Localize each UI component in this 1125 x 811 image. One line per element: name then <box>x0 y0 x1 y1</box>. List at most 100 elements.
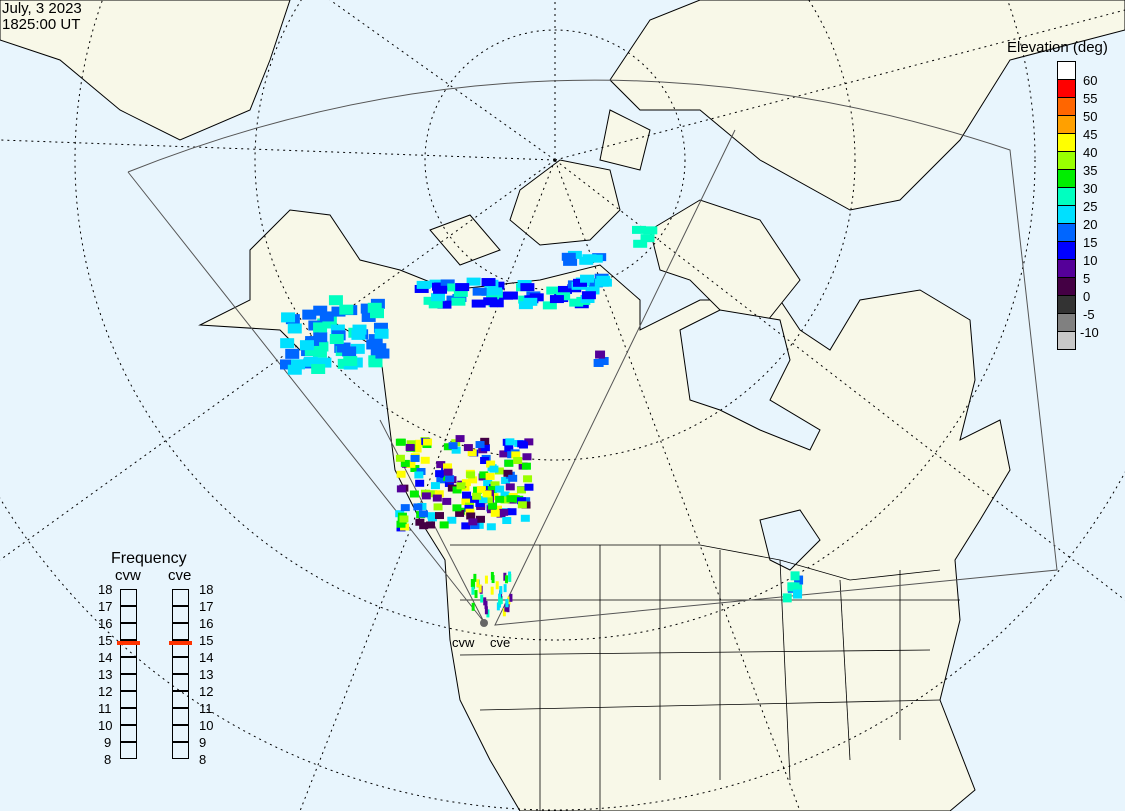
colorbar-tick-label: -10 <box>1080 325 1099 340</box>
echo-cell <box>415 439 425 447</box>
echo-cell <box>311 363 326 374</box>
echo-cell <box>484 606 488 615</box>
echo-cell <box>472 492 482 500</box>
colorbar-swatch <box>1057 97 1076 116</box>
echo-cell <box>317 357 332 368</box>
colorbar-tick-label: 15 <box>1083 235 1098 250</box>
echo-cell <box>455 283 470 292</box>
echo-cell <box>303 356 318 367</box>
frequency-cell <box>172 691 189 708</box>
frequency-tick-label: 13 <box>98 667 113 682</box>
echo-cell <box>395 454 405 462</box>
colorbar-swatch <box>1057 61 1076 80</box>
echo-cell <box>416 280 431 289</box>
echo-cell <box>472 287 487 296</box>
echo-cell <box>487 506 497 514</box>
echo-cell <box>400 459 410 467</box>
echo-cell <box>414 284 429 293</box>
echo-cell <box>342 346 357 357</box>
echo-cell <box>523 475 533 483</box>
echo-cell <box>436 461 446 469</box>
echo-cell <box>598 356 609 365</box>
colorbar-tick-label: 50 <box>1083 109 1098 124</box>
echo-cell <box>313 322 328 333</box>
echo-cell <box>504 603 508 612</box>
borders <box>450 544 960 811</box>
echo-cell <box>374 328 389 339</box>
echo-cell <box>314 341 329 352</box>
frequency-tick-label: 10 <box>98 718 113 733</box>
echo-cell <box>480 444 490 452</box>
echo-cell <box>478 584 482 593</box>
echo-cell <box>287 364 302 375</box>
frequency-tick-label: 14 <box>199 650 214 665</box>
echo-cell <box>368 355 383 366</box>
echo-cell <box>436 476 446 484</box>
echo-cell <box>435 470 445 478</box>
echo-cell <box>435 512 445 520</box>
echo-cell <box>486 523 496 531</box>
siberia <box>0 0 291 141</box>
echo-cell <box>486 609 490 618</box>
echo-cell <box>280 338 295 349</box>
echo-cell <box>343 356 358 367</box>
colorbar-swatch <box>1057 205 1076 224</box>
echo-cell <box>487 486 497 494</box>
echo-cell <box>444 479 454 487</box>
echo-cell <box>375 348 390 359</box>
echo-cell <box>368 334 383 345</box>
echo-cell <box>500 496 510 504</box>
site-label-cve: cve <box>490 635 511 650</box>
frequency-marker-cvw <box>117 641 140 646</box>
echo-cell <box>483 597 487 606</box>
echo-cell <box>488 502 498 510</box>
echo-cell <box>503 469 513 477</box>
frequency-tick-label: 13 <box>199 667 214 682</box>
colorbar-swatch <box>1057 223 1076 242</box>
echo-cell <box>455 435 465 443</box>
echo-cell <box>476 486 486 494</box>
echo-cell <box>285 348 300 359</box>
echo-cell <box>415 479 425 487</box>
echo-cell <box>787 582 797 592</box>
echo-cell <box>304 345 319 356</box>
echo-cell <box>443 443 453 451</box>
echo-cell <box>461 522 471 530</box>
colorbar-tick-label: 0 <box>1083 289 1091 304</box>
colorbar-title: Elevation (deg) <box>1007 39 1108 56</box>
echo-cell <box>793 584 803 594</box>
echo-cell <box>513 456 523 464</box>
echo-cell <box>428 490 438 498</box>
echo-cell <box>452 486 462 494</box>
echo-cell <box>490 509 500 517</box>
frequency-cell <box>172 589 189 606</box>
echo-cell <box>367 302 382 313</box>
echo-cell <box>370 308 385 319</box>
echo-cell <box>399 515 409 523</box>
echo-cell <box>419 522 429 530</box>
echo-cell <box>462 491 472 499</box>
colorbar-swatch <box>1057 169 1076 188</box>
echo-cell <box>511 451 521 459</box>
echo-cell <box>496 602 500 611</box>
frequency-cell <box>172 657 189 674</box>
alaska-yukon <box>198 209 1011 811</box>
echo-cell <box>396 485 406 493</box>
echo-cell <box>502 608 506 617</box>
colorbar-swatch <box>1057 187 1076 206</box>
echo-cell <box>432 494 442 502</box>
echo-cell <box>480 457 490 465</box>
echo-cell <box>360 303 375 314</box>
frequency-cell <box>172 674 189 691</box>
echo-cell <box>499 586 503 595</box>
frequency-tick-label: 14 <box>98 650 113 665</box>
echo-cell <box>520 514 530 522</box>
echo-cell <box>488 287 503 296</box>
echo-cell <box>501 477 511 485</box>
echo-cell <box>504 445 514 453</box>
time-label: 1825:00 UT <box>2 16 81 33</box>
echo-cell <box>471 299 486 308</box>
echo-cell <box>503 572 507 581</box>
arctic-island-1 <box>509 159 621 246</box>
echo-cell <box>467 449 477 457</box>
